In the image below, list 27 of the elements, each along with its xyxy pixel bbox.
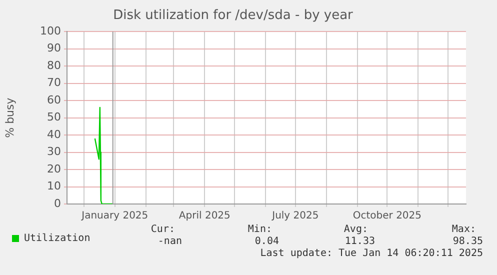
text: 98.35 [452,236,483,247]
chart-title: Disk utilization for /dev/sda - by year [113,8,354,24]
y-tick-label: 40 [47,128,61,141]
y-tick-label: 60 [47,93,61,106]
text: Min: [248,224,272,235]
y-tick-label: 100 [40,24,61,38]
text: Last update: Tue Jan 14 06:20:11 2025 [260,248,483,259]
text: -nan [158,236,182,247]
text: 0.04 [254,236,279,247]
y-tick-label: 0 [54,196,61,210]
x-tick-label: January 2025 [80,210,148,222]
x-tick-label: April 2025 [178,210,230,222]
y-tick-label: 20 [47,162,61,176]
text: Max: [452,224,476,235]
y-tick-label: 80 [47,58,61,72]
y-tick-label: 50 [47,110,61,124]
text: Cur: [150,224,175,235]
legend-label: Utilization [24,233,90,244]
y-axis-title: % busy [3,97,16,138]
x-tick-label: October 2025 [352,210,422,222]
y-tick-label: 90 [47,42,61,55]
text: Avg: [344,224,368,235]
text: 11.33 [344,236,375,247]
y-tick-label: 30 [47,145,61,158]
y-tick-label: 70 [47,76,61,90]
y-tick-label: 10 [47,180,61,193]
x-tick-label: July 2025 [271,210,319,222]
